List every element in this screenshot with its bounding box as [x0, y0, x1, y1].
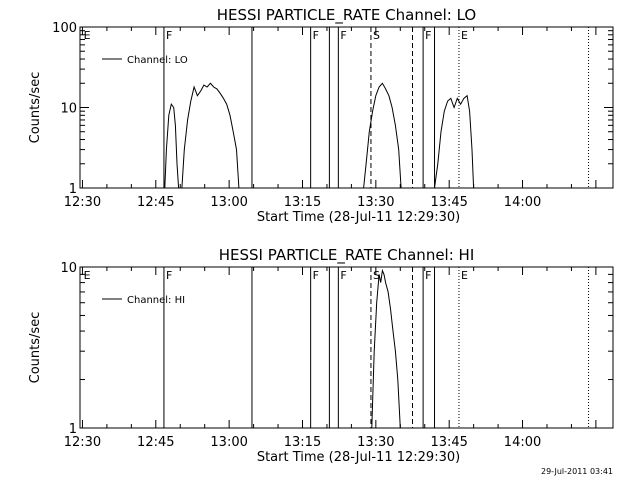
- series-line: [164, 103, 180, 189]
- x-tick-label: 12:30: [64, 435, 101, 450]
- panel-channel-hi: HESSI PARTICLE_RATE Channel: HI 1 10 12:30 1…: [28, 246, 614, 465]
- event-marker-label: F: [340, 29, 346, 42]
- y-axis-label: Counts/sec: [28, 312, 43, 384]
- x-tick-label: 12:30: [64, 195, 101, 210]
- x-tick-label: 12:45: [137, 435, 174, 450]
- event-marker-label: S: [373, 269, 380, 282]
- y-tick-label: 1: [69, 182, 77, 197]
- series-line: [434, 94, 475, 189]
- x-axis-label: Start Time (28-Jul-11 12:29:30): [257, 450, 460, 465]
- event-marker-label: F: [425, 269, 431, 282]
- x-tick-label: 13:00: [210, 195, 247, 210]
- event-marker-label: F: [313, 269, 319, 282]
- x-tick-label: 13:45: [430, 195, 467, 210]
- legend-label: Channel: HI: [127, 295, 185, 306]
- event-marker-label: F: [166, 269, 172, 282]
- x-tick-label: 13:00: [210, 435, 247, 450]
- x-tick-label: 12:45: [137, 195, 174, 210]
- chart-title: HESSI PARTICLE_RATE Channel: LO: [217, 6, 476, 25]
- y-tick-label: 1: [69, 422, 77, 437]
- x-tick-label: 13:30: [357, 195, 394, 210]
- x-axis-label: Start Time (28-Jul-11 12:29:30): [257, 210, 460, 225]
- y-tick-label: 100: [52, 21, 77, 36]
- event-marker-label: E: [84, 269, 91, 282]
- timestamp-label: 29-Jul-2011 03:41: [541, 467, 613, 476]
- x-tick-label: 13:15: [284, 435, 321, 450]
- series-line: [363, 82, 402, 189]
- x-tick-label: 13:15: [284, 195, 321, 210]
- event-marker-label: F: [166, 29, 172, 42]
- series-line: [181, 82, 240, 189]
- event-marker-label: F: [313, 29, 319, 42]
- event-marker-label: E: [461, 269, 468, 282]
- y-axis-label: Counts/sec: [28, 72, 43, 144]
- plot-frame: [79, 26, 614, 189]
- event-marker-label: F: [425, 29, 431, 42]
- legend-label: Channel: LO: [127, 55, 188, 66]
- y-tick-label: 10: [60, 261, 77, 276]
- series-line: [371, 268, 401, 429]
- x-tick-label: 14:00: [504, 195, 541, 210]
- event-marker-label: S: [373, 29, 380, 42]
- plot-frame: [79, 266, 614, 429]
- y-tick-label: 10: [60, 102, 77, 117]
- event-marker-label: F: [340, 269, 346, 282]
- chart-title: HESSI PARTICLE_RATE Channel: HI: [219, 246, 475, 265]
- x-tick-label: 14:00: [504, 435, 541, 450]
- event-marker-label: E: [461, 29, 468, 42]
- panel-channel-lo: HESSI PARTICLE_RATE Channel: LO 1 10 100 12:…: [28, 6, 614, 225]
- x-tick-label: 13:30: [357, 435, 394, 450]
- x-tick-label: 13:45: [430, 435, 467, 450]
- event-marker-label: E: [84, 29, 91, 42]
